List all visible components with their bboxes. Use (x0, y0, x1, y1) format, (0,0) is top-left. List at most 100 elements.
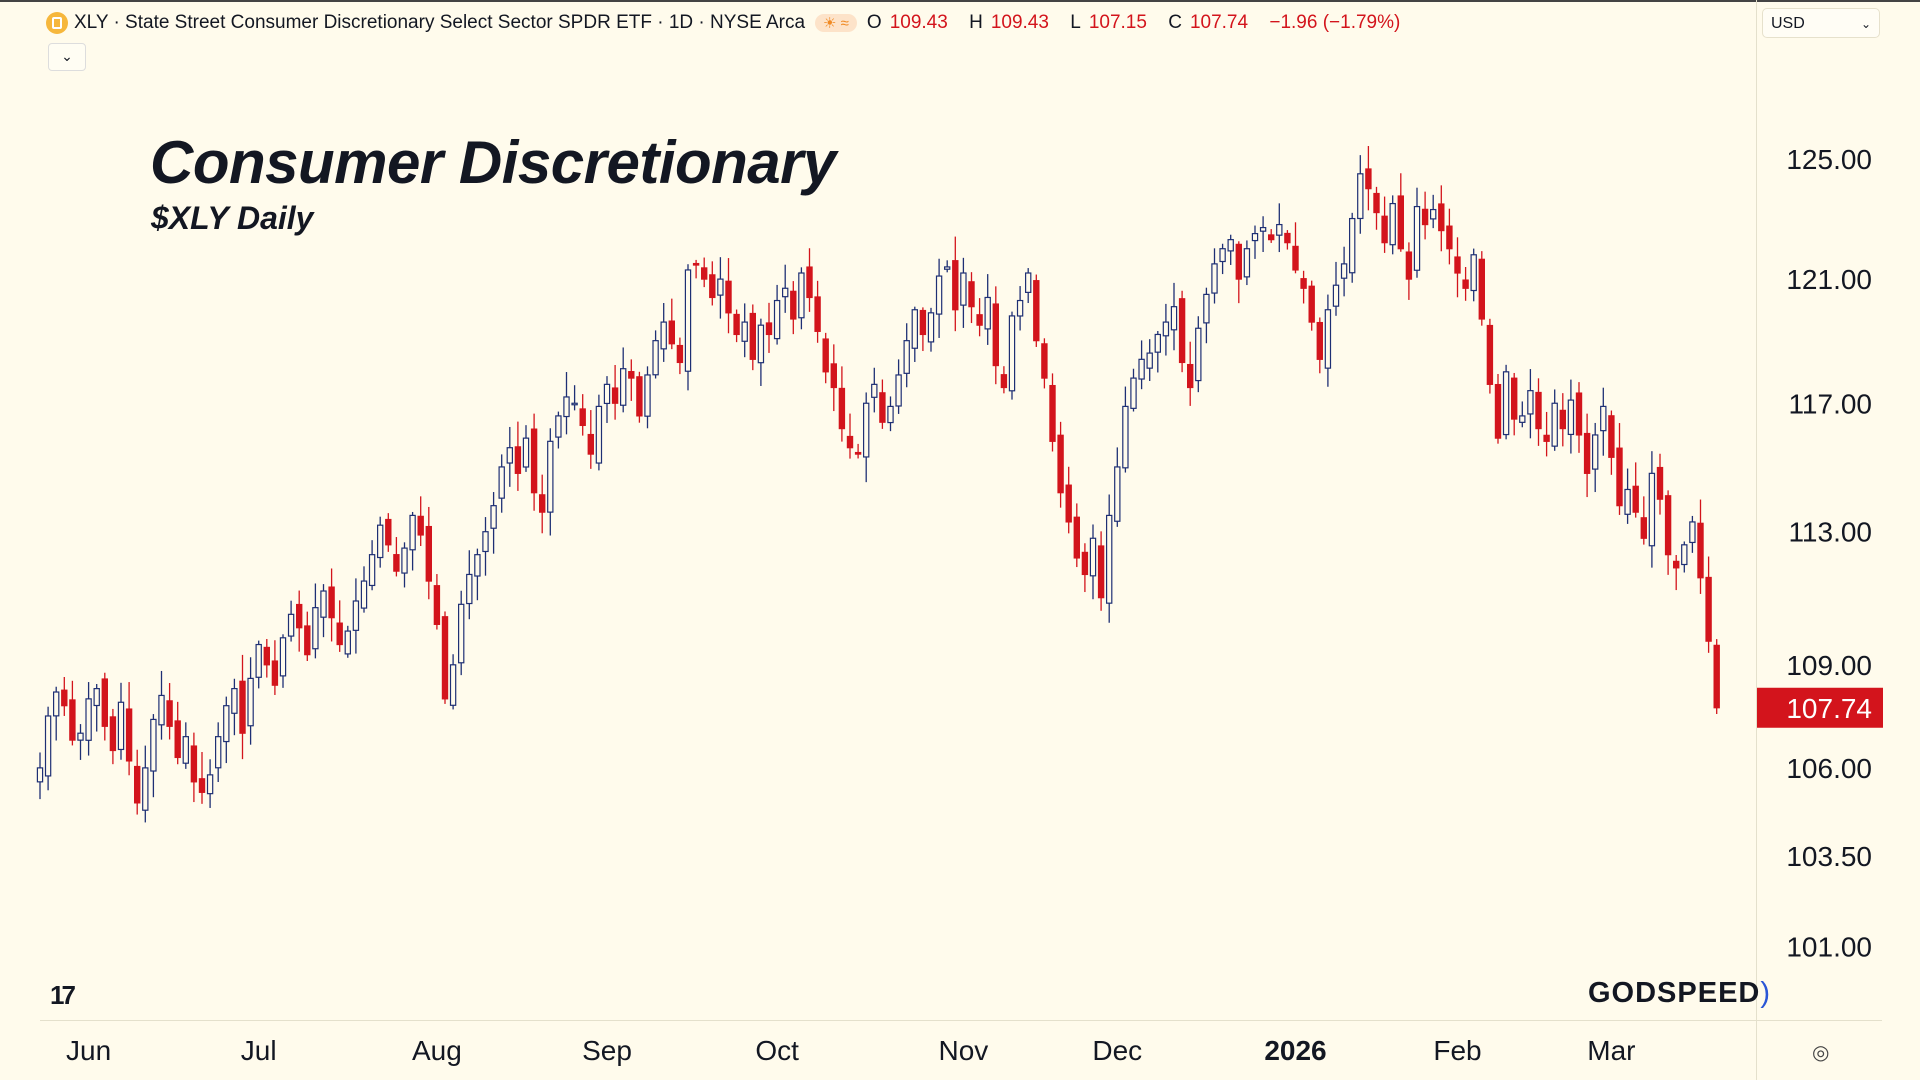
candle-up (449, 664, 457, 706)
candle-up (1600, 405, 1607, 432)
time-axis-label: 2026 (1264, 1035, 1326, 1066)
candle-up (1527, 390, 1534, 415)
candle-down (952, 260, 959, 311)
candle-down (846, 435, 854, 449)
candle-down (1494, 383, 1502, 439)
candle-up (1203, 293, 1210, 324)
candle-up (943, 266, 951, 270)
candle-up (1429, 208, 1437, 220)
candle-down (1421, 208, 1429, 226)
candle-down (296, 603, 303, 629)
low-label: L (1070, 12, 1081, 33)
candle-up (287, 613, 295, 637)
candle-down (328, 586, 335, 619)
candle-down (385, 518, 392, 546)
candle-up (117, 701, 125, 751)
candle-up (652, 340, 659, 376)
candle-down (733, 313, 740, 336)
chevron-down-icon: ⌄ (61, 48, 73, 64)
candle-down (700, 267, 708, 280)
candle-up (595, 405, 603, 464)
market-status-icon[interactable]: ☀ ≈ (815, 14, 857, 32)
candle-down (830, 363, 838, 389)
candle-up (984, 296, 991, 330)
candle-down (134, 765, 141, 804)
settings-icon[interactable]: ◎ (1812, 1042, 1830, 1064)
candle-up (409, 514, 416, 551)
candle-down (1656, 466, 1664, 500)
candle-down (1373, 192, 1380, 214)
candle-up (1340, 263, 1348, 279)
candle-up (1648, 472, 1656, 547)
candle-down (198, 778, 206, 793)
candle-up (1211, 263, 1218, 294)
candle-down (1486, 324, 1494, 385)
candle-up (684, 269, 692, 372)
symbol-legend[interactable]: XLY · State Street Consumer Discretionar… (46, 10, 1408, 36)
time-axis-label: Jul (241, 1035, 277, 1066)
time-axis-label: Dec (1092, 1035, 1142, 1066)
candle-down (1713, 644, 1720, 709)
price-tick-label: 109.00 (1786, 650, 1872, 681)
open-value: 109.43 (889, 12, 948, 33)
candle-down (1664, 495, 1672, 556)
candle-up (1332, 284, 1340, 307)
candle-up (960, 272, 967, 306)
candle-down (441, 616, 449, 700)
candle-up (781, 287, 789, 298)
candle-up (871, 383, 878, 398)
candle-up (887, 405, 894, 424)
candle-down (692, 262, 700, 266)
candle-up (231, 688, 238, 714)
candle-down (749, 312, 757, 360)
high-label: H (969, 12, 983, 33)
candle-down (109, 716, 117, 752)
tradingview-logo[interactable]: 17 (50, 980, 76, 1010)
candle-down (393, 554, 400, 572)
candle-up (1470, 254, 1477, 292)
candle-down (1510, 377, 1518, 420)
candle-down (725, 280, 732, 314)
candle-up (1122, 405, 1129, 469)
collapse-legend-button[interactable]: ⌄ (48, 43, 86, 71)
candle-down (1081, 551, 1089, 576)
top-border (0, 0, 1920, 2)
candle-down (838, 387, 846, 430)
symbol-title[interactable]: XLY · State Street Consumer Discretionar… (74, 12, 806, 33)
candle-up (182, 736, 189, 764)
candle-down (1608, 415, 1615, 458)
currency-value: USD (1771, 15, 1805, 32)
candle-down (668, 320, 676, 345)
watermark-arc: ) (1760, 977, 1772, 1009)
candle-up (1519, 415, 1526, 423)
currency-select[interactable]: USD ⌄ (1762, 8, 1880, 38)
candle-up (1008, 315, 1016, 392)
candle-up (1195, 327, 1202, 382)
candle-down (125, 708, 133, 762)
candle-up (498, 466, 505, 499)
candle-up (93, 688, 100, 707)
candle-up (1146, 352, 1153, 369)
price-tick-label: 117.00 (1788, 388, 1872, 419)
candle-down (417, 515, 424, 536)
symbol-logo-icon (46, 12, 68, 34)
candle-up (490, 505, 497, 529)
candle-down (790, 290, 797, 320)
candle-down (587, 433, 595, 455)
candle-up (44, 715, 52, 777)
candle-down (1697, 522, 1704, 579)
candle-down (69, 699, 76, 741)
candle-up (1389, 202, 1396, 246)
candle-down (1000, 374, 1008, 389)
open-label: O (866, 12, 882, 33)
candle-up (458, 603, 465, 664)
candle-down (1454, 256, 1461, 274)
price-tick-label: 101.00 (1786, 931, 1872, 962)
candle-down (1672, 560, 1680, 569)
candle-up (741, 321, 748, 342)
candle-up (1219, 248, 1226, 263)
candle-up (798, 272, 805, 319)
candle-up (1024, 272, 1032, 293)
candle-up (1162, 321, 1170, 337)
